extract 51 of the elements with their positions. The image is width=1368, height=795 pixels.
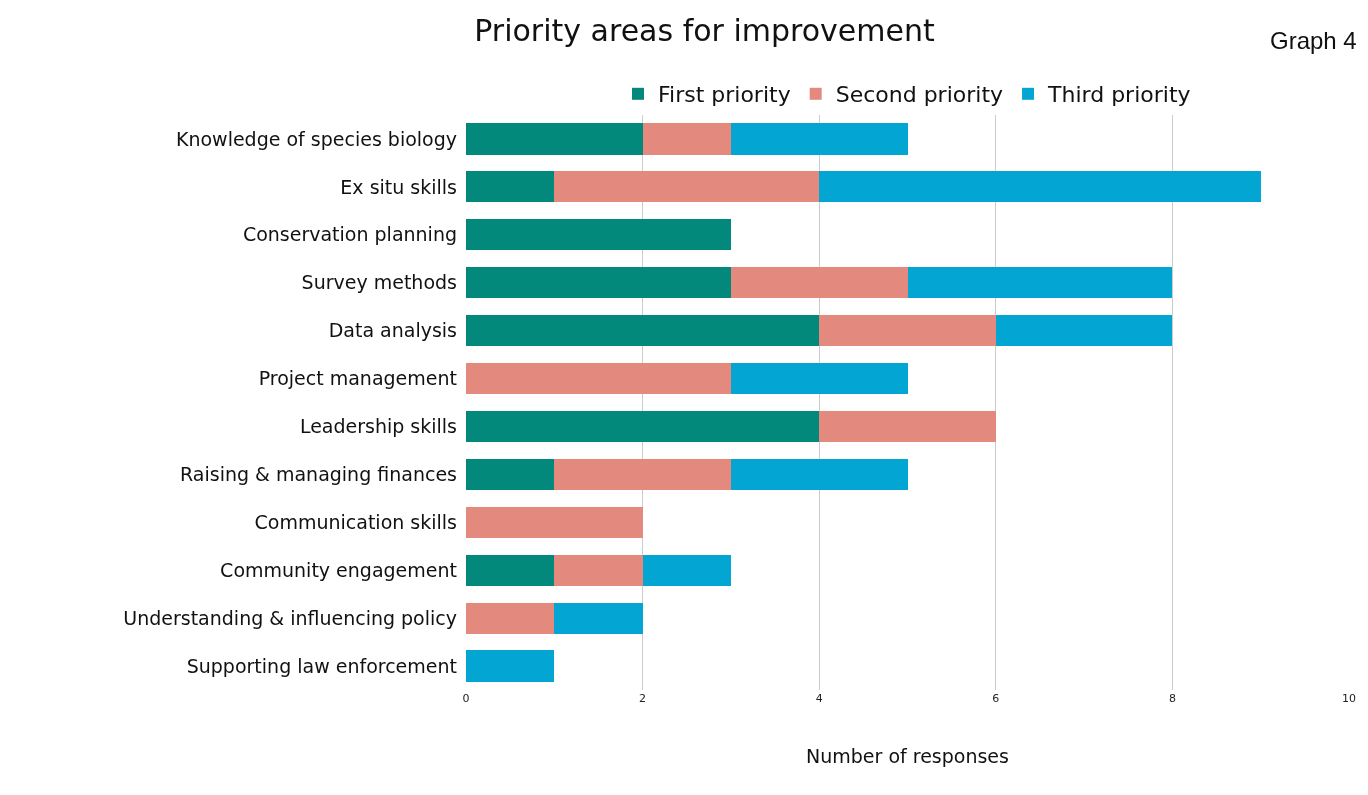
bar: [554, 171, 820, 203]
chart-title: Priority areas for improvement: [474, 12, 935, 48]
y-tick-label: Knowledge of species biology: [175, 127, 457, 150]
bar: [819, 315, 996, 347]
y-tick-label: Raising & managing finances: [180, 463, 457, 486]
y-tick-label: Project management: [258, 367, 457, 390]
x-axis-title: Number of responses: [806, 744, 1009, 767]
y-tick-label: Understanding & influencing policy: [123, 606, 457, 629]
x-tick-label: 4: [815, 692, 823, 705]
x-tick-label: 8: [1168, 692, 1176, 705]
bar: [466, 554, 555, 586]
caption: Graph 4: [1270, 27, 1357, 54]
y-tick-label: Data analysis: [328, 319, 457, 342]
bar: [466, 219, 731, 251]
bar: [554, 602, 643, 634]
bar: [466, 410, 820, 443]
legend-label: First priority: [658, 82, 791, 108]
y-tick-label: Survey methods: [301, 271, 457, 294]
y-tick-label: Community engagement: [220, 558, 457, 581]
y-tick-label: Ex situ skills: [340, 175, 457, 198]
x-tick-label: 2: [639, 692, 647, 705]
y-tick-label: Supporting law enforcement: [186, 654, 457, 677]
bar: [907, 267, 1173, 299]
bar: [730, 267, 908, 299]
y-tick-label: Communication skills: [254, 510, 457, 533]
bar: [730, 362, 908, 395]
bar: [466, 506, 643, 538]
y-tick-label: Conservation planning: [242, 223, 457, 246]
bar: [730, 458, 908, 490]
x-tick-label: 10: [1342, 692, 1356, 705]
bar: [554, 554, 643, 586]
bar: [466, 362, 731, 395]
bar: [819, 171, 1261, 203]
bar: [730, 123, 908, 155]
bar: [466, 123, 643, 155]
bar: [819, 410, 996, 443]
bar: [554, 458, 731, 490]
bar: [466, 602, 555, 634]
bar: [642, 554, 731, 586]
bar: [466, 267, 731, 299]
legend-label: Second priority: [835, 82, 1004, 108]
y-tick-label: Leadership skills: [299, 415, 457, 438]
bar: [466, 315, 820, 347]
bar: [466, 458, 555, 490]
x-tick-label: 6: [992, 692, 1000, 705]
bar: [466, 171, 555, 203]
bar: [995, 315, 1173, 347]
bar: [466, 650, 555, 682]
legend-label: Third priority: [1047, 82, 1191, 108]
x-tick-label: 0: [462, 692, 470, 705]
bar: [642, 123, 731, 155]
